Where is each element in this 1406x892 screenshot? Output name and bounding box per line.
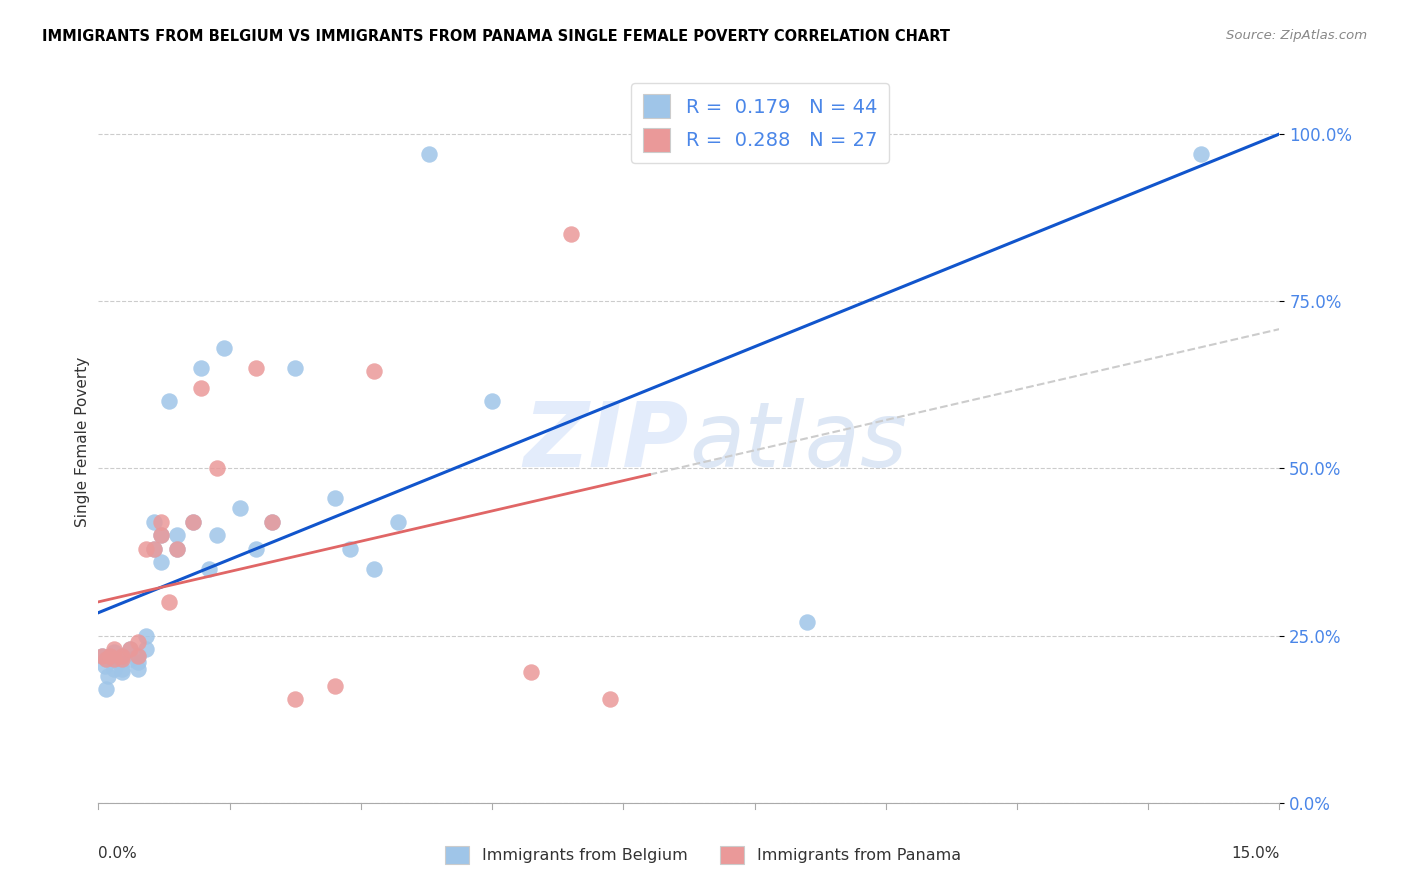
- Point: [260, 515, 283, 529]
- Point: [181, 515, 204, 529]
- Point: [481, 394, 503, 409]
- Point: [142, 541, 165, 556]
- Point: [96, 652, 118, 666]
- Legend: Immigrants from Belgium, Immigrants from Panama: Immigrants from Belgium, Immigrants from…: [439, 839, 967, 871]
- Point: [127, 648, 149, 663]
- Point: [103, 642, 125, 657]
- Point: [111, 662, 134, 676]
- Point: [166, 541, 188, 556]
- Point: [135, 628, 157, 642]
- Text: atlas: atlas: [689, 398, 907, 485]
- Point: [363, 562, 385, 576]
- Point: [96, 652, 118, 666]
- Point: [260, 515, 283, 529]
- Point: [98, 648, 121, 663]
- Point: [796, 615, 818, 630]
- Point: [599, 692, 621, 706]
- Point: [150, 555, 173, 569]
- Point: [150, 528, 173, 542]
- Point: [103, 652, 125, 666]
- Point: [323, 679, 346, 693]
- Point: [323, 491, 346, 506]
- Point: [97, 669, 120, 683]
- Point: [93, 658, 115, 673]
- Point: [150, 528, 173, 542]
- Point: [103, 645, 125, 659]
- Point: [166, 528, 188, 542]
- Point: [103, 652, 125, 666]
- Text: Source: ZipAtlas.com: Source: ZipAtlas.com: [1226, 29, 1367, 42]
- Point: [205, 528, 228, 542]
- Point: [387, 515, 409, 529]
- Text: 0.0%: 0.0%: [98, 847, 138, 861]
- Point: [284, 361, 307, 376]
- Point: [111, 652, 134, 666]
- Point: [520, 665, 543, 680]
- Point: [135, 541, 157, 556]
- Point: [142, 541, 165, 556]
- Point: [118, 652, 141, 666]
- Point: [127, 655, 149, 669]
- Point: [111, 648, 134, 663]
- Point: [214, 341, 236, 355]
- Point: [245, 541, 267, 556]
- Point: [245, 361, 267, 376]
- Point: [339, 541, 361, 556]
- Point: [98, 648, 121, 663]
- Point: [157, 394, 180, 409]
- Point: [181, 515, 204, 529]
- Y-axis label: Single Female Poverty: Single Female Poverty: [75, 357, 90, 526]
- Point: [135, 642, 157, 657]
- Point: [91, 648, 114, 663]
- Legend: R =  0.179   N = 44, R =  0.288   N = 27: R = 0.179 N = 44, R = 0.288 N = 27: [631, 83, 889, 163]
- Point: [190, 361, 212, 376]
- Text: 15.0%: 15.0%: [1232, 847, 1279, 861]
- Point: [127, 662, 149, 676]
- Point: [150, 515, 173, 529]
- Point: [284, 692, 307, 706]
- Point: [111, 648, 134, 663]
- Point: [190, 381, 212, 395]
- Point: [1189, 147, 1212, 161]
- Point: [205, 461, 228, 475]
- Point: [127, 648, 149, 663]
- Text: ZIP: ZIP: [523, 398, 689, 485]
- Point: [127, 635, 149, 649]
- Point: [197, 562, 219, 576]
- Text: IMMIGRANTS FROM BELGIUM VS IMMIGRANTS FROM PANAMA SINGLE FEMALE POVERTY CORRELAT: IMMIGRANTS FROM BELGIUM VS IMMIGRANTS FR…: [42, 29, 950, 44]
- Point: [103, 662, 125, 676]
- Point: [363, 364, 385, 378]
- Point: [560, 227, 582, 242]
- Point: [142, 515, 165, 529]
- Point: [166, 541, 188, 556]
- Point: [111, 665, 134, 680]
- Point: [107, 655, 129, 669]
- Point: [229, 501, 252, 516]
- Point: [118, 642, 141, 657]
- Point: [418, 147, 440, 161]
- Point: [91, 648, 114, 663]
- Point: [157, 595, 180, 609]
- Point: [96, 681, 118, 696]
- Point: [118, 642, 141, 657]
